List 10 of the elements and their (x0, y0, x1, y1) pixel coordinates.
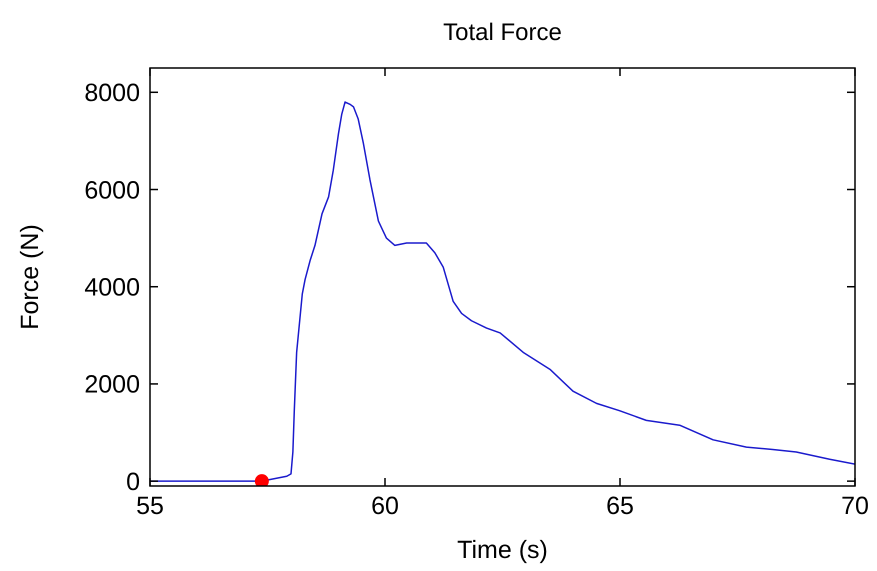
x-axis-title: Time (s) (457, 536, 548, 564)
x-tick-label: 65 (606, 492, 634, 520)
y-tick-label: 4000 (84, 273, 140, 302)
y-tick-label: 6000 (84, 176, 140, 204)
y-axis-title: Force (N) (16, 224, 44, 330)
y-tick-label: 8000 (84, 79, 140, 108)
chart-title: Total Force (443, 19, 562, 46)
x-tick-label: 60 (371, 492, 399, 520)
y-tick-label: 2000 (84, 370, 140, 399)
x-tick-label: 70 (841, 492, 869, 520)
